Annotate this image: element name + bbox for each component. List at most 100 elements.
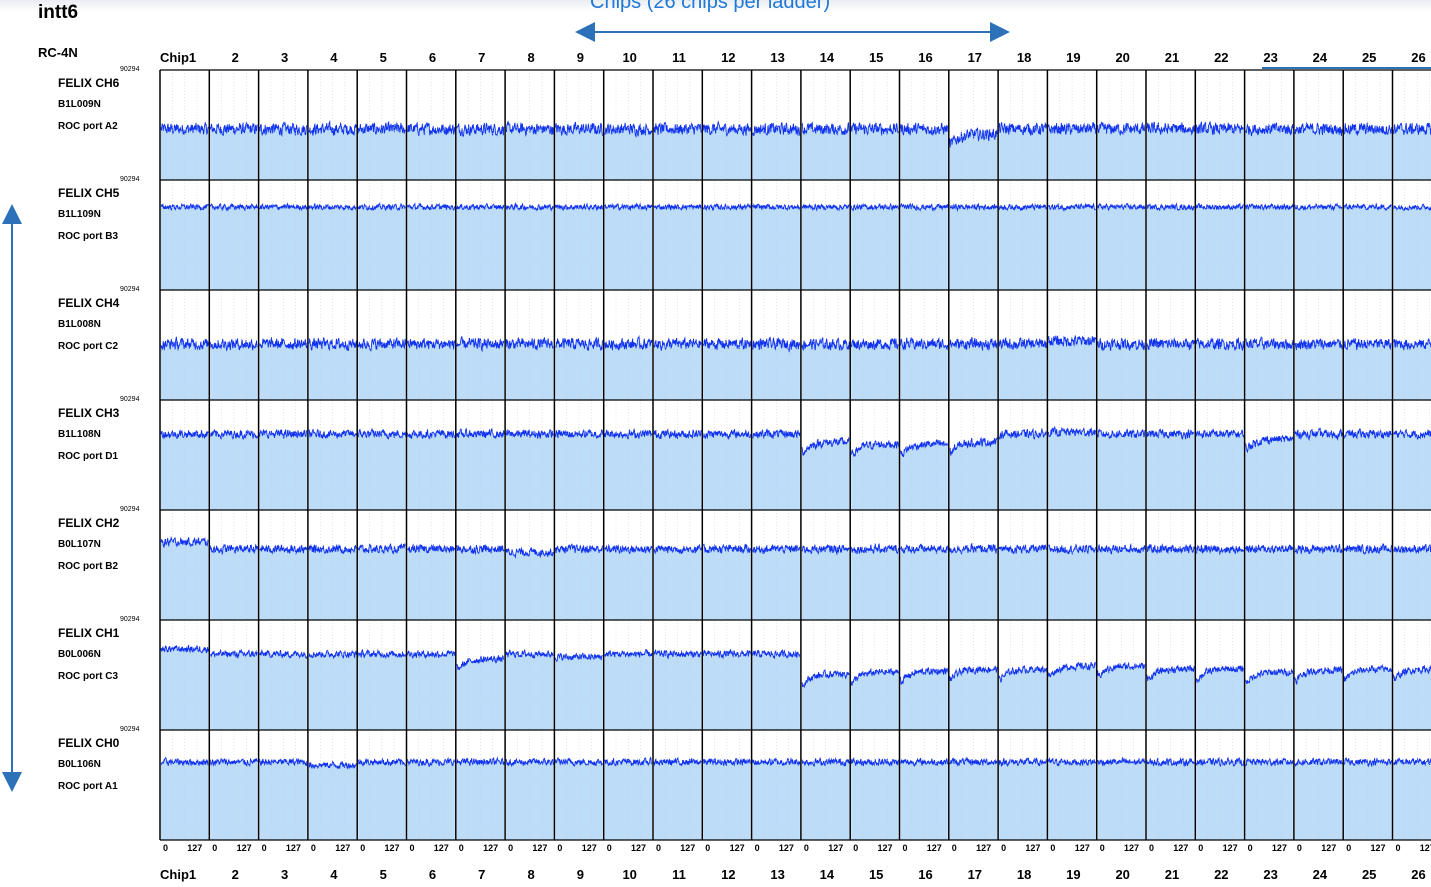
chip-label-bottom: 21 (1164, 867, 1180, 882)
chip-series-line (1097, 661, 1146, 679)
chip-fill (654, 204, 702, 290)
roc-port-label: ROC port D1 (58, 451, 118, 462)
x-tick-label: 0 (1198, 843, 1204, 853)
roc-port-label: ROC port C2 (58, 341, 118, 352)
chip-label-bottom: 5 (379, 867, 387, 882)
chip-series-line (752, 203, 801, 212)
x-tick-label: 0 (310, 843, 316, 853)
x-tick-label: 0 (163, 843, 169, 853)
chip-series-line (1343, 202, 1392, 212)
chip-label-bottom: 3 (280, 867, 289, 882)
chip-series-line (554, 428, 604, 439)
chip-label-bottom: Chip1 (160, 867, 197, 882)
chip-label-bottom: 12 (721, 867, 736, 882)
chip-series-line (308, 120, 357, 137)
chip-series-line (1294, 665, 1343, 685)
chip-series-line (1294, 202, 1343, 212)
chip-series-line (1097, 121, 1146, 136)
chip-label-bottom: 14 (819, 867, 835, 882)
x-tick-label: 0 (409, 843, 415, 853)
chip-fill (1048, 427, 1096, 510)
x-tick-label: 127 (187, 843, 203, 853)
x-tick-label: 0 (212, 843, 218, 853)
chip-fill (851, 668, 899, 730)
chip-fill (949, 204, 998, 290)
chip-fill (999, 665, 1047, 730)
x-tick-label: 127 (433, 843, 449, 853)
chip-label-bottom: 22 (1214, 867, 1229, 882)
chip-series-line (1047, 661, 1096, 678)
chip-series-line (850, 122, 899, 136)
y-max-label: 90294 (120, 286, 140, 293)
chip-series-line (801, 757, 850, 767)
chip-fill (801, 670, 850, 730)
x-tick-label: 0 (902, 843, 908, 853)
chip-fill (851, 338, 899, 400)
chip-fill (259, 650, 307, 730)
chip-fill (949, 127, 998, 180)
chip-fill (407, 338, 455, 400)
felix-channel-label: FELIX CH2 (58, 516, 120, 530)
chip-fill (407, 650, 455, 730)
chip-label-top: 17 (967, 50, 983, 65)
chip-series-line (850, 202, 899, 212)
felix-channel-label: FELIX CH5 (58, 186, 120, 200)
chip-fill (308, 121, 357, 180)
ladder-row-2 (159, 289, 1431, 400)
chip-label-top: 22 (1214, 50, 1229, 65)
chip-label-top: 26 (1411, 50, 1426, 65)
chip-series-line (308, 336, 357, 352)
chip-fill (1048, 662, 1096, 730)
chip-fill (999, 757, 1047, 840)
x-tick-label: 0 (1247, 843, 1253, 853)
chip-series-line (554, 202, 604, 212)
chip-fill (308, 761, 357, 840)
chip-label-top: 19 (1066, 50, 1081, 65)
page-title: intt6 (38, 2, 79, 23)
chip-label-top: 11 (672, 50, 686, 65)
chip-fill (210, 338, 258, 400)
roc-port-label: ROC port C3 (58, 671, 118, 682)
ladder-row-3 (159, 399, 1431, 510)
chip-series-line (1146, 543, 1195, 555)
chip-series-line (604, 756, 653, 767)
chip-series-line (456, 756, 505, 767)
chip-label-top: 7 (478, 50, 486, 65)
chip-fill (949, 543, 998, 620)
chip-series-line (702, 757, 751, 767)
chip-series-line (998, 337, 1047, 350)
chip-label-bottom: 6 (428, 867, 437, 882)
x-tick-label: 0 (951, 843, 957, 853)
chip-series-line (308, 202, 357, 212)
chip-label-bottom: 8 (527, 867, 535, 882)
chip-label-top: 21 (1164, 50, 1180, 65)
chip-label-top: Chip1 (160, 50, 197, 65)
x-tick-label: 0 (1296, 843, 1302, 853)
chip-series-line (1343, 428, 1392, 440)
ladder-row-1 (159, 179, 1431, 290)
chip-series-line (1245, 668, 1294, 685)
chip-label-top: 20 (1115, 50, 1130, 65)
chip-series-line (702, 202, 752, 212)
chip-label-top: 24 (1312, 50, 1328, 65)
felix-channel-label: FELIX CH0 (58, 736, 120, 750)
chip-fill (1196, 665, 1244, 730)
chips-caption: Chips (26 chips per ladder) (590, 0, 831, 13)
x-tick-label: 127 (1025, 843, 1041, 853)
x-tick-label: 0 (606, 843, 612, 853)
x-tick-label: 0 (1001, 843, 1007, 853)
chip-fill (752, 650, 800, 730)
x-tick-label: 127 (1321, 843, 1337, 853)
chip-label-bottom: 9 (576, 867, 584, 882)
chip-series-line (456, 544, 505, 556)
chip-series-line (949, 542, 998, 555)
chip-label-top: 4 (330, 50, 338, 65)
chip-series-line (900, 543, 949, 555)
chip-fill (358, 543, 406, 620)
chip-series-line (160, 336, 209, 352)
chip-fill (1344, 338, 1392, 400)
roc-port-label: ROC port A1 (58, 781, 118, 792)
chip-series-line (456, 336, 505, 353)
x-tick-label: 127 (1124, 843, 1140, 853)
ladder-label: B0L006N (58, 649, 101, 660)
